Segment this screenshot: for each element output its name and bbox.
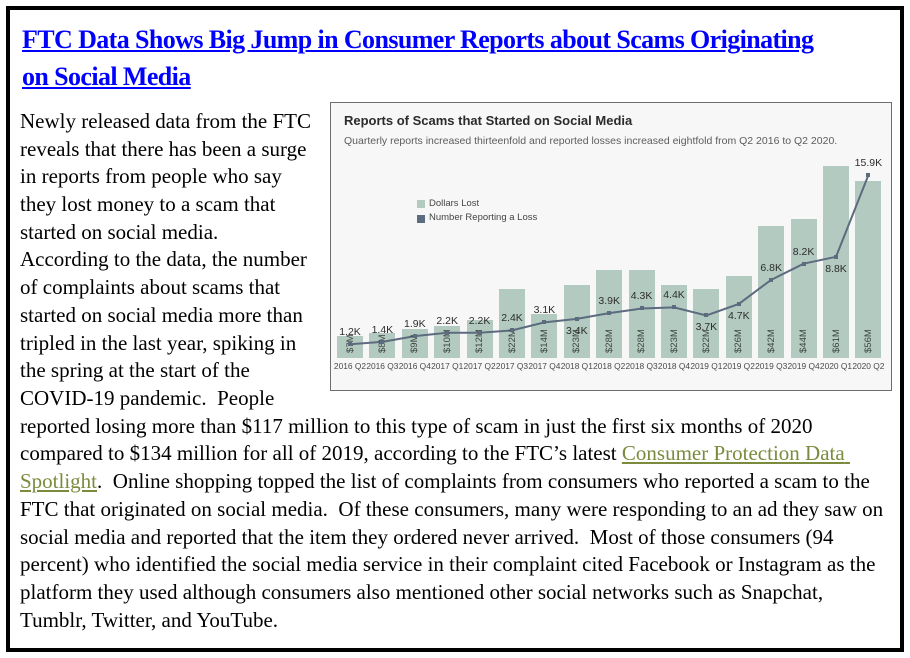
x-axis-label: 2018 Q1 [560,360,593,371]
dollars-lost-value-label: $44M [798,329,810,353]
legend-label: Number Reporting a Loss [429,212,538,224]
reports-value-label: 2.4K [501,312,523,325]
reports-value-label: 3.4K [565,324,588,337]
reports-line-point [769,277,774,282]
x-axis-label: 2019 Q2 [722,360,755,371]
x-axis-label: 2017 Q1 [431,360,464,371]
reports-line-point [348,342,352,346]
dollars-lost-value-label: $26M [733,329,745,353]
dollars-lost-bar [337,335,363,358]
dollars-lost-bar [855,181,882,358]
chart-subtitle: Quarterly reports increased thirteenfold… [344,134,838,147]
reports-value-label: 6.8K [760,261,782,274]
dollars-lost-bar [563,285,590,358]
reports-line-point [445,330,450,335]
dollars-lost-bar [628,269,655,358]
reports-value-label: 8.8K [825,262,847,275]
dollars-lost-bar [661,285,687,358]
x-axis-label: 2016 Q2 [333,360,367,371]
reports-line-point [412,333,417,338]
reports-line-point [574,316,579,321]
x-axis-label: 2019 Q3 [755,360,788,371]
reports-line-point [607,310,612,315]
reports-value-label: 2.2K [436,314,458,327]
x-axis-label: 2020 Q1 [819,360,853,371]
reports-value-label: 15.9K [854,156,883,169]
dollars-lost-value-label: $23M [668,329,680,353]
dollars-lost-bar [693,288,720,358]
reports-value-label: 4.7K [727,309,750,322]
legend-color-swatch [417,214,425,223]
x-axis-label: 2017 Q3 [495,360,529,371]
x-axis-label: 2017 Q2 [463,360,496,371]
legend-item: Dollars Lost [417,198,537,211]
reports-value-label: 3.9K [598,294,620,307]
reports-line-point [834,254,838,259]
dollars-lost-value-label: $22M [506,329,518,353]
reports-value-label: 1.2K [339,326,361,338]
x-axis-label: 2017 Q4 [528,360,561,371]
article-title-line-1: FTC Data Shows Big Jump in Consumer Repo… [22,25,814,54]
dollars-lost-bar [725,275,752,358]
x-axis-label: 2016 Q4 [398,360,431,371]
reports-line-point [866,172,871,177]
reports-line-point [477,330,482,335]
reports-value-label: 2.2K [468,314,491,327]
page-border: FTC Data Shows Big Jump in Consumer Repo… [6,6,904,652]
reports-line-point [510,328,514,333]
article-title-line-2: on Social Media [22,61,191,91]
x-axis-label: 2018 Q4 [657,360,691,371]
dollars-lost-value-label: $28M [603,329,615,353]
dollars-lost-bar [369,332,396,358]
reports-value-label: 3.7K [695,321,718,334]
consumer-protection-data-spotlight-link[interactable]: Consumer Protection Data Spotlight [20,441,850,494]
reports-value-label: 1.4K [371,323,394,336]
reports-line-point [704,313,709,318]
dollars-lost-bar [790,219,817,358]
dollars-lost-bar [758,225,785,358]
reports-line-point [801,261,806,266]
article-title[interactable]: FTC Data Shows Big Jump in Consumer Repo… [22,22,890,96]
dollars-lost-bar [499,288,525,358]
x-axis-label: 2020 Q2 [852,360,885,371]
reports-value-label: 1.9K [403,317,426,330]
dollars-lost-value-label: $28M [636,329,648,353]
body-text-after-link: . Online shopping topped the list of com… [20,469,889,632]
legend-label: Dollars Lost [429,197,480,209]
legend-color-swatch [417,200,425,209]
x-axis-label: 2019 Q4 [787,360,820,371]
x-axis-label: 2018 Q2 [593,360,626,371]
dollars-lost-value-label: $56M [862,329,874,353]
x-axis-label: 2018 Q3 [625,360,658,371]
dollars-lost-value-label: $42M [765,329,777,353]
x-axis-label: 2019 Q1 [690,360,723,371]
x-axis-label: 2016 Q3 [366,360,399,371]
scam-reports-chart: Reports of Scams that Started on Social … [330,101,892,391]
reports-line-point [380,339,385,344]
dollars-lost-bar [823,165,849,358]
reports-line-point [639,306,644,311]
reports-line-point [672,305,676,310]
reports-value-label: 4.3K [630,290,653,303]
reports-line-point [542,320,547,325]
dollars-lost-bar [466,320,493,358]
body-text-before-link: Newly released data from the FTC reveals… [20,108,818,466]
reports-value-label: 3.1K [533,304,556,317]
legend-item: Number Reporting a Loss [417,212,537,225]
dollars-lost-value-label: $61M [830,329,842,353]
reports-value-label: 4.4K [663,289,685,302]
chart-legend: Dollars Lost Number Reporting a Loss [417,198,537,227]
reports-value-label: 8.2K [792,245,815,258]
chart-title: Reports of Scams that Started on Social … [344,112,633,128]
reports-line-point [736,301,741,306]
dollars-lost-value-label: $14M [538,329,550,353]
article-body: Reports of Scams that Started on Social … [20,101,892,635]
